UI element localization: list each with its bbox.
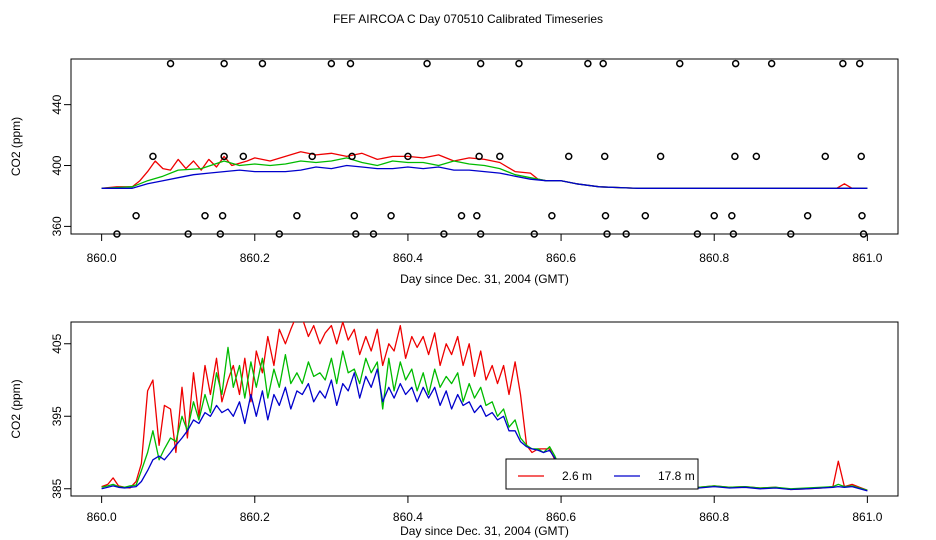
y-tick-label: 405 (50, 333, 64, 353)
x-tick-label: 860.0 (87, 510, 117, 524)
series-line-2-6-m (101, 151, 868, 189)
calibration-marker (767, 59, 776, 68)
x-tick-label: 860.4 (393, 251, 423, 265)
calibration-marker (676, 59, 684, 68)
y-axis-label: CO2 (ppm) (9, 117, 23, 176)
calibration-marker (731, 59, 740, 68)
calibration-marker (258, 59, 267, 68)
x-tick-label: 860.2 (240, 510, 270, 524)
calibration-marker (218, 211, 227, 220)
x-axis-label: Day since Dec. 31, 2004 (GMT) (400, 524, 569, 538)
calibration-marker (728, 211, 736, 220)
calibration-marker (731, 152, 739, 161)
y-tick-label: 385 (50, 478, 64, 498)
calibration-marker (641, 211, 650, 220)
calibration-marker (216, 230, 225, 238)
calibration-marker (599, 59, 607, 68)
calibration-marker (821, 152, 830, 161)
x-tick-label: 860.0 (87, 251, 117, 265)
x-axis-label: Day since Dec. 31, 2004 (GMT) (400, 272, 569, 286)
x-tick-label: 860.6 (546, 251, 576, 265)
calibration-marker (584, 59, 592, 68)
calibration-marker (220, 59, 228, 68)
y-tick-label: 440 (50, 94, 64, 114)
calibration-marker (548, 211, 556, 220)
figure-title: FEF AIRCOA C Day 070510 Calibrated Times… (333, 12, 603, 26)
calibration-marker (476, 59, 485, 68)
legend: 2.6 m 17.8 m (505, 458, 699, 490)
calibration-marker (693, 230, 702, 238)
calibration-marker (404, 152, 412, 161)
y-tick-label: 360 (50, 216, 64, 236)
calibration-marker (346, 59, 355, 68)
x-tick-label: 860.8 (699, 510, 729, 524)
calibration-marker (132, 211, 140, 220)
calibration-marker (113, 230, 121, 238)
calibration-marker (857, 152, 865, 161)
y-tick-label: 400 (50, 155, 64, 175)
calibration-marker (858, 211, 866, 220)
panel-all-heights: 860.0 860.2 860.4 860.6 860.8 861.0 360 400 440 D… (9, 58, 899, 286)
calibration-marker (327, 59, 336, 68)
calibration-marker (855, 59, 864, 68)
calibration-marker (752, 152, 761, 161)
calibration-marker (496, 152, 504, 161)
series-line-17-8-m (101, 164, 868, 189)
calibration-marker (220, 152, 228, 161)
calibration-marker (201, 211, 209, 220)
calibration-marker (803, 211, 812, 220)
calibration-marker (473, 211, 481, 220)
calibration-marker (166, 59, 175, 68)
plot-frame (70, 321, 899, 497)
calibration-marker (600, 152, 609, 161)
x-tick-label: 861.0 (852, 251, 882, 265)
calibration-marker (348, 152, 356, 161)
calibration-marker (656, 152, 665, 161)
plot-area (101, 151, 868, 189)
calibration-marker (293, 211, 301, 220)
calibration-marker (603, 230, 611, 238)
calibration-marker (440, 230, 448, 238)
calibration-marker (839, 59, 847, 68)
calibration-marker (369, 230, 378, 238)
calibration-marker (622, 230, 630, 238)
y-tick-label: 395 (50, 406, 64, 426)
calibration-marker (149, 152, 157, 161)
calibration-marker (308, 152, 316, 161)
calibration-marker (859, 230, 868, 238)
plot-area (101, 322, 868, 492)
legend-box (505, 458, 699, 490)
calibration-marker (729, 230, 738, 238)
x-tick-label: 860.4 (393, 510, 423, 524)
calibration-marker (710, 211, 718, 220)
calibration-marker (352, 230, 360, 238)
calibration-marker (787, 230, 795, 238)
y-axis-label: CO2 (ppm) (9, 379, 23, 438)
calibration-marker (184, 230, 192, 238)
calibration-marker (387, 211, 395, 220)
calibration-marker (350, 211, 359, 220)
calibration-marker (457, 211, 466, 220)
x-tick-label: 860.6 (546, 510, 576, 524)
legend-label: 17.8 m (658, 469, 695, 483)
calibration-marker (275, 230, 284, 238)
legend-label: 2.6 m (562, 469, 592, 483)
x-tick-label: 860.2 (240, 251, 270, 265)
panel-zoomed: 860.0 860.2 860.4 860.6 860.8 861.0 385 395 405 D… (9, 321, 899, 538)
calibration-marker (476, 230, 485, 238)
calibration-marker (530, 230, 539, 238)
calibration-marker (475, 152, 483, 161)
calibration-marker (515, 59, 523, 68)
plot-frame (70, 58, 899, 235)
x-tick-label: 861.0 (852, 510, 882, 524)
x-tick-label: 860.8 (699, 251, 729, 265)
calibration-marker (564, 152, 573, 161)
series-line-6-1-m (101, 157, 868, 189)
calibration-marker (423, 59, 431, 68)
calibration-marker (239, 152, 248, 161)
series-line-17-8-m (101, 368, 868, 492)
calibration-marker (601, 211, 610, 220)
